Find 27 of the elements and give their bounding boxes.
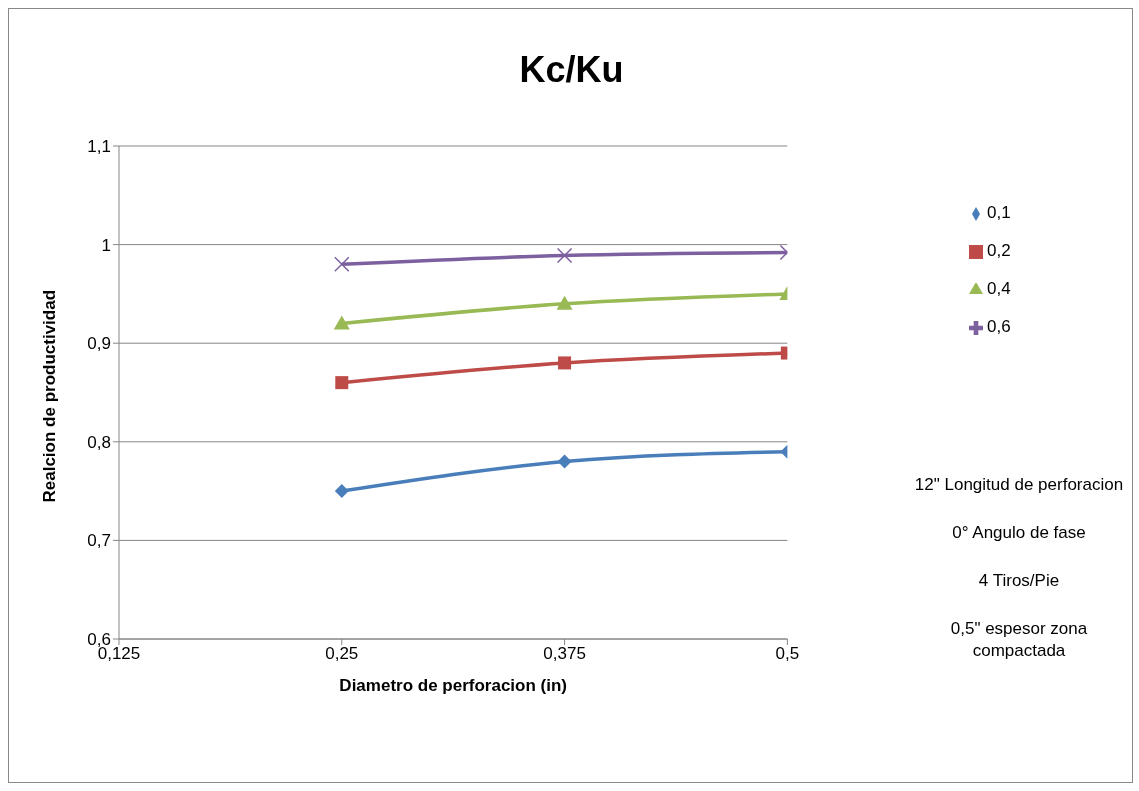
y-tick-label: 0,8 [87, 432, 111, 452]
text: 0,5" espesor zona compactada [949, 618, 1089, 662]
x-tick-label: 0,375 [543, 644, 586, 664]
chart-title: Kc/Ku [518, 49, 625, 91]
point [556, 247, 573, 264]
legend-label: 0,2 [987, 241, 1011, 260]
point [335, 376, 349, 390]
point [556, 295, 573, 310]
x-tick-label: 0,5 [775, 644, 800, 664]
point [333, 315, 350, 330]
y-tick-label: 1,1 [87, 137, 111, 157]
text: 4 Tiros/Pie [977, 570, 1061, 592]
y-axis-title: Realcion de productividad [40, 289, 60, 503]
y-tick-label: 0,9 [87, 334, 111, 354]
legend-label: 0,1 [987, 203, 1011, 222]
text: 0° Angulo de fase [951, 522, 1087, 544]
point [557, 454, 572, 469]
x-axis-title: Diametro de perforacion (in) [339, 676, 567, 695]
legend-label: 0,6 [987, 317, 1011, 336]
x-tick-label: 0,25 [325, 644, 359, 664]
point [334, 484, 349, 499]
point [558, 356, 572, 370]
point [334, 256, 350, 273]
y-tick-label: 0,7 [87, 531, 111, 551]
y-tick-label: 1 [101, 235, 111, 255]
text: 12" Longitud de perforacion [913, 474, 1125, 496]
legend-label: 0,4 [987, 279, 1011, 298]
